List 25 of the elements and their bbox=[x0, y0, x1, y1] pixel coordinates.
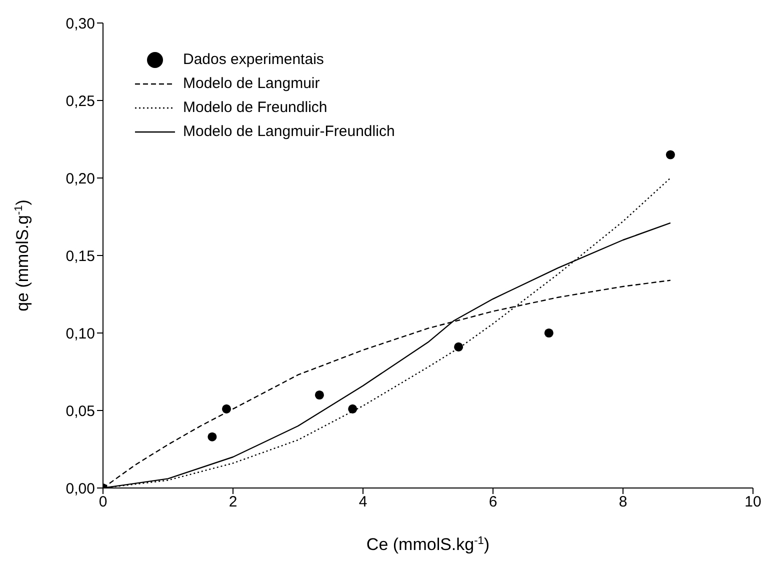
x-tick-label: 8 bbox=[618, 494, 628, 511]
legend-label: Modelo de Langmuir bbox=[183, 74, 320, 94]
x-tick-label: 0 bbox=[98, 494, 108, 511]
legend-label: Modelo de Freundlich bbox=[183, 98, 328, 118]
y-tick-label: 0,00 bbox=[66, 480, 95, 498]
y-tick-label: 0,30 bbox=[66, 15, 95, 32]
point bbox=[348, 404, 358, 414]
y-tick-label: 0,10 bbox=[66, 325, 95, 342]
point bbox=[544, 328, 554, 338]
x-tick-label: 6 bbox=[488, 494, 498, 511]
y-tick-label: 0,25 bbox=[66, 92, 95, 110]
point bbox=[454, 342, 464, 352]
y-tick-label: 0,20 bbox=[66, 170, 95, 188]
legend-label: Dados experimentais bbox=[183, 50, 324, 70]
x-tick-label: 2 bbox=[228, 494, 238, 511]
y-tick-label: 0,05 bbox=[66, 402, 95, 420]
point bbox=[208, 432, 217, 442]
x-axis-title: Ce (mmolS.kg$^{-1}$) bbox=[366, 535, 490, 554]
legend-label: Modelo de Langmuir-Freundlich bbox=[183, 122, 395, 142]
point bbox=[222, 404, 232, 414]
x-tick-label: 10 bbox=[744, 494, 762, 511]
x-tick-label: 4 bbox=[358, 494, 368, 511]
y-tick-label: 0,15 bbox=[66, 248, 95, 265]
point bbox=[666, 150, 675, 160]
point bbox=[314, 390, 324, 400]
